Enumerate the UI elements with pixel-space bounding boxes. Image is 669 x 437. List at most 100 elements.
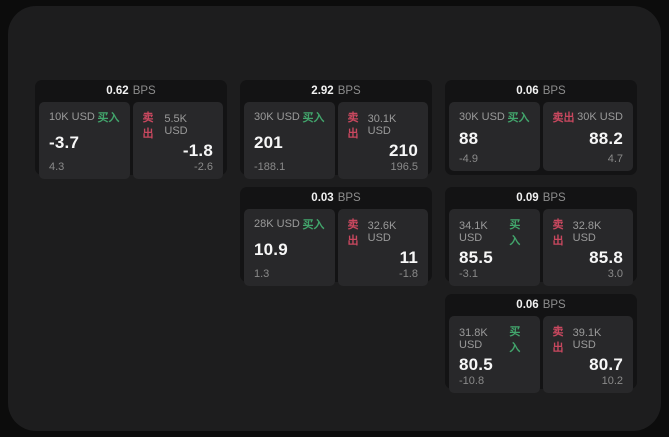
quote-card: 0.09 BPS 34.1K USD 买入 85.5 -3.1 卖出 32.8K… [445,187,637,286]
buy-side-label: 买入 [97,112,120,124]
buy-tile-header: 31.8K USD 买入 [459,323,530,355]
buy-tile-header: 34.1K USD 买入 [459,216,530,248]
buy-side-label: 买入 [302,219,325,231]
buy-quote-tile[interactable]: 28K USD 买入 10.9 1.3 [244,209,335,286]
buy-quote-tile[interactable]: 30K USD 买入 88 -4.9 [449,102,540,171]
buy-tile-header: 30K USD 买入 [254,109,325,125]
buy-quote-tile[interactable]: 10K USD 买入 -3.7 4.3 [39,102,130,179]
bps-header: 2.92 BPS [240,80,432,102]
sell-size-label: 30.1K USD [367,113,397,137]
sell-quote-tile[interactable]: 卖出 30.1K USD 210 196.5 [337,102,428,179]
sell-tile-header: 卖出 39.1K USD [553,323,624,355]
sell-price-value: 88.2 [589,129,623,148]
buy-price-value: 201 [254,133,283,152]
sell-tile-header: 卖出 32.6K USD [348,216,419,248]
buy-price-value: 80.5 [459,355,493,374]
sell-side-label: 卖出 [552,326,564,354]
sell-size-label: 39.1K USD [572,327,602,351]
sell-price-value: 80.7 [589,355,623,374]
buy-price-value: 88 [459,129,479,148]
buy-side-label: 买入 [509,326,521,354]
buy-delta-value: -188.1 [254,161,286,173]
bps-unit-label: BPS [542,192,566,204]
sell-side-label: 卖出 [347,219,359,247]
buy-quote-tile[interactable]: 34.1K USD 买入 85.5 -3.1 [449,209,540,286]
quote-card: 0.06 BPS 30K USD 买入 88 -4.9 卖出 30K USD 8… [445,80,637,175]
sell-side-label: 卖出 [142,112,154,140]
buy-size-label: 10K USD [49,111,95,123]
sell-quote-tile[interactable]: 卖出 32.8K USD 85.8 3.0 [542,209,633,286]
buy-delta-value: 1.3 [254,268,270,280]
quote-card: 2.92 BPS 30K USD 买入 201 -188.1 卖出 30.1K … [240,80,432,179]
quotes-panel: 0.62 BPS 10K USD 买入 -3.7 4.3 卖出 5.5K USD… [8,6,661,431]
sell-quote-tile[interactable]: 卖出 39.1K USD 80.7 10.2 [542,316,633,393]
bps-header: 0.09 BPS [445,187,637,209]
bps-value: 2.92 [311,85,334,97]
buy-size-label: 31.8K USD [459,327,488,351]
buy-size-label: 34.1K USD [459,220,488,244]
quote-card-body: 28K USD 买入 10.9 1.3 卖出 32.6K USD 11 -1.8 [240,209,432,290]
buy-delta-value: -4.9 [459,153,478,165]
bps-header: 0.03 BPS [240,187,432,209]
bps-unit-label: BPS [132,85,156,97]
quote-card: 0.06 BPS 31.8K USD 买入 80.5 -10.8 卖出 39.1… [445,294,637,393]
buy-price-value: -3.7 [49,133,80,152]
bps-value: 0.09 [516,192,539,204]
buy-delta-value: 4.3 [49,161,65,173]
sell-size-label: 5.5K USD [164,113,188,137]
buy-quote-tile[interactable]: 31.8K USD 买入 80.5 -10.8 [449,316,540,393]
buy-tile-header: 28K USD 买入 [254,216,325,232]
buy-price-value: 85.5 [459,248,493,267]
sell-quote-tile[interactable]: 卖出 30K USD 88.2 4.7 [542,102,633,171]
sell-side-label: 卖出 [552,219,564,247]
sell-delta-value: 3.0 [607,268,623,280]
buy-size-label: 30K USD [459,111,505,123]
buy-tile-header: 30K USD 买入 [459,109,530,125]
quote-card-body: 31.8K USD 买入 80.5 -10.8 卖出 39.1K USD 80.… [445,316,637,397]
buy-side-label: 买入 [509,219,521,247]
sell-tile-header: 卖出 5.5K USD [143,109,214,141]
sell-side-label: 卖出 [552,112,575,124]
sell-size-label: 32.8K USD [572,220,602,244]
buy-delta-value: -3.1 [459,268,478,280]
bps-unit-label: BPS [337,85,361,97]
sell-delta-value: -2.6 [194,161,213,173]
quote-card-body: 10K USD 买入 -3.7 4.3 卖出 5.5K USD -1.8 -2.… [35,102,227,183]
buy-side-label: 买入 [507,112,530,124]
buy-price-value: 10.9 [254,240,288,259]
quote-card: 0.03 BPS 28K USD 买入 10.9 1.3 卖出 32.6K US… [240,187,432,286]
sell-price-value: 11 [399,248,418,267]
bps-value: 0.06 [516,85,539,97]
bps-value: 0.62 [106,85,129,97]
sell-price-value: 210 [389,141,418,160]
buy-size-label: 30K USD [254,111,300,123]
bps-unit-label: BPS [542,299,566,311]
bps-unit-label: BPS [542,85,566,97]
bps-header: 0.62 BPS [35,80,227,102]
sell-side-label: 卖出 [347,112,359,140]
sell-delta-value: 4.7 [607,153,623,165]
bps-value: 0.06 [516,299,539,311]
sell-delta-value: 10.2 [601,375,623,387]
quote-card-body: 30K USD 买入 88 -4.9 卖出 30K USD 88.2 4.7 [445,102,637,175]
sell-delta-value: 196.5 [390,161,418,173]
sell-price-value: 85.8 [589,248,623,267]
buy-side-label: 买入 [302,112,325,124]
sell-size-label: 32.6K USD [367,220,397,244]
bps-unit-label: BPS [337,192,361,204]
buy-quote-tile[interactable]: 30K USD 买入 201 -188.1 [244,102,335,179]
sell-tile-header: 卖出 32.8K USD [553,216,624,248]
quote-card: 0.62 BPS 10K USD 买入 -3.7 4.3 卖出 5.5K USD… [35,80,227,179]
quote-card-body: 30K USD 买入 201 -188.1 卖出 30.1K USD 210 1… [240,102,432,183]
bps-header: 0.06 BPS [445,80,637,102]
sell-price-value: -1.8 [182,141,213,160]
sell-quote-tile[interactable]: 卖出 32.6K USD 11 -1.8 [337,209,428,286]
sell-delta-value: -1.8 [399,268,418,280]
buy-tile-header: 10K USD 买入 [49,109,120,125]
sell-quote-tile[interactable]: 卖出 5.5K USD -1.8 -2.6 [132,102,223,179]
buy-size-label: 28K USD [254,218,300,230]
buy-delta-value: -10.8 [459,375,485,387]
sell-tile-header: 卖出 30.1K USD [348,109,419,141]
sell-size-label: 30K USD [577,111,623,123]
bps-header: 0.06 BPS [445,294,637,316]
